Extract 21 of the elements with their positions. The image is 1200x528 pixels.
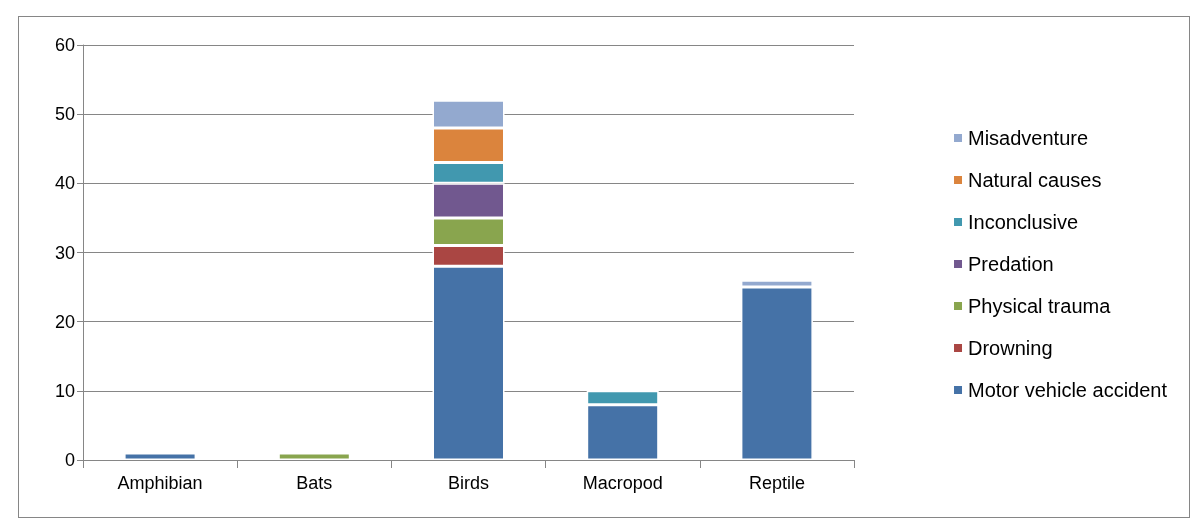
legend-label: Physical trauma [968,295,1112,317]
x-tick-label: Bats [296,473,333,493]
y-tick-label: 30 [54,242,75,263]
x-tick-label: Amphibian [117,473,203,493]
y-tick-label: 50 [54,104,75,125]
legend-label: Natural causes [968,169,1102,191]
y-tick-label: 20 [54,311,75,332]
x-tick-label: Macropod [582,473,663,493]
y-tick-label: 0 [64,450,75,470]
x-tick-label: Reptile [748,473,805,493]
bar [278,453,351,460]
legend-label: Inconclusive [968,211,1079,233]
legend-label: Drowning [968,337,1053,359]
y-tick-label: 60 [54,35,75,55]
legend-label: Misadventure [968,127,1089,149]
legend-label: Motor vehicle accident [968,379,1168,401]
x-tick-label: Birds [447,473,490,493]
y-tick-label: 40 [54,173,75,194]
bar [124,453,197,460]
y-tick-label: 10 [54,380,75,401]
legend-label: Predation [968,253,1054,275]
